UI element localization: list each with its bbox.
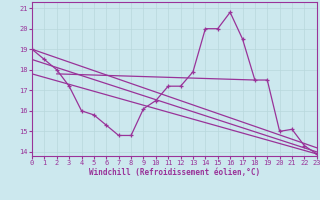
X-axis label: Windchill (Refroidissement éolien,°C): Windchill (Refroidissement éolien,°C)	[89, 168, 260, 177]
